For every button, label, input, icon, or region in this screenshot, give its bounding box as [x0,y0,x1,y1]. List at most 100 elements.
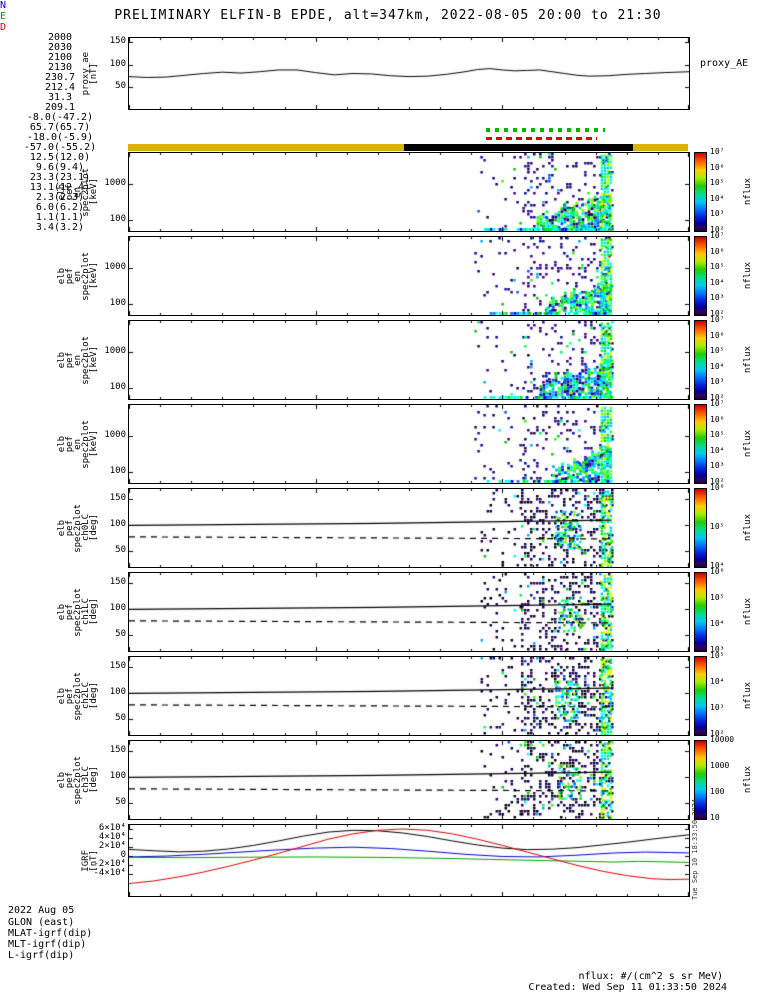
igrf-ytick-label: 4×10⁴ [98,832,126,842]
colorbar [694,320,707,400]
colorbar-tick-label: 10000 [710,735,735,744]
ephemeris-value: 23.3(23.1) [29,172,91,183]
footer-row-label-mlt: MLT-igrf(dip) [8,939,87,950]
colorbar-tick-label: 10⁵ [710,593,725,602]
panel-en2 [128,320,690,400]
ytick-label-en3: 100 [109,466,126,476]
footer-date: 2022 Aug 05 [8,905,75,916]
status-bar [128,144,690,151]
colorbar-tick-label: 10² [710,309,725,318]
panel-ch0LC-canvas [129,489,689,567]
panel-en3-canvas [129,405,689,483]
ephemeris-value: 31.3 [47,92,73,103]
ephemeris-value: 3.4(3.2) [35,222,85,233]
colorbar-tick-label: 10⁷ [710,399,725,408]
panel-ch0LC [128,488,690,568]
panel-ch2LC [128,656,690,736]
colorbar-tick-label: 10³ [710,461,725,470]
footer-row-label-glon: GLON (east) [8,917,75,928]
colorbar-tick-label: 10⁷ [710,147,725,156]
colorbar-tick-label: 10⁶ [710,483,725,492]
ytick-label-en0: 1000 [104,178,126,188]
ytick-label-en1: 1000 [104,262,126,272]
ytick-label-ch1LC: 100 [109,603,126,613]
ytick-label-ch3LC: 50 [115,797,126,807]
colorbar-unit: nflux [740,320,753,400]
colorbar-tick-label: 10² [710,729,725,738]
proxy-ae-ytick-label: 150 [109,36,126,46]
plot-title: PRELIMINARY ELFIN-B EPDE, alt=347km, 202… [114,8,662,23]
colorbar-unit-text: nflux [743,346,753,374]
science-zone-green-dotted [485,128,606,132]
ephemeris-value: 212.4 [44,82,76,93]
ytick-label-en2: 1000 [104,346,126,356]
panel-proxy-ae-canvas [129,38,689,109]
colorbar-tick-label: 10⁴ [710,194,725,203]
ytick-label-en0: 100 [109,214,126,224]
igrf-ytick-label: -2×10⁴ [93,859,126,869]
colorbar-tick-label: 10⁴ [710,278,725,287]
ephemeris-value: 13.1(12.4) [29,182,91,193]
ytick-label-ch1LC: 150 [109,577,126,587]
ephemeris-value: 6.0(6.2) [35,202,85,213]
colorbar-tick-label: 10⁷ [710,231,725,240]
colorbar-unit: nflux [740,488,753,568]
colorbar-unit-text: nflux [743,178,753,206]
colorbar [694,656,707,736]
ytick-label-ch0LC: 100 [109,519,126,529]
colorbar-tick-label: 10⁵ [710,178,725,187]
panel-en2-canvas [129,321,689,399]
proxy-ae-ytick-label: 100 [109,59,126,69]
colorbar-tick-label: 10⁵ [710,430,725,439]
colorbar-tick-label: 10⁴ [710,362,725,371]
panel-ch1LC-canvas [129,573,689,651]
colorbar-tick-label: 10⁶ [710,415,725,424]
ephemeris-value: 1.1(1.1) [35,212,85,223]
ephemeris-value: 65.7(65.7) [29,122,91,133]
colorbar-tick-label: 10³ [710,645,725,654]
panel-ch3LC-canvas [129,741,689,819]
colorbar-unit: nflux [740,152,753,232]
panel-en1 [128,236,690,316]
proxy-ae-axis-label: proxy_ae [nT] [56,37,99,110]
panel-en3 [128,404,690,484]
ytick-label-ch2LC: 50 [115,713,126,723]
ytick-label-en2: 100 [109,382,126,392]
colorbar-unit: nflux [740,572,753,652]
panel-ch2LC-canvas [129,657,689,735]
colorbar-unit-text: nflux [743,682,753,710]
colorbar-tick-label: 10⁵ [710,346,725,355]
igrf-component-label: D [0,22,7,33]
colorbar-tick-label: 10⁴ [710,677,725,686]
colorbar-tick-label: 10⁶ [710,163,725,172]
igrf-component-label: N [0,0,7,11]
colorbar-tick-label: 10² [710,393,725,402]
footer-row-label-mlat: MLAT-igrf(dip) [8,928,93,939]
ytick-label-ch1LC: 50 [115,629,126,639]
colorbar-unit: nflux [740,404,753,484]
colorbar [694,236,707,316]
colorbar-tick-label: 10⁶ [710,247,725,256]
x-tick-label: 2130 [47,62,73,73]
x-tick-label: 2000 [47,32,73,43]
proxy-ae-ytick-label: 50 [115,81,126,91]
colorbar-unit-text: nflux [743,262,753,290]
colorbar-tick-label: 10⁵ [710,262,725,271]
colorbar-tick-label: 10⁵ [710,651,725,660]
panel-en1-canvas [129,237,689,315]
ytick-label-ch0LC: 150 [109,493,126,503]
ytick-label-ch3LC: 100 [109,771,126,781]
colorbar-tick-label: 10⁶ [710,331,725,340]
colorbar-unit: nflux [740,656,753,736]
ytick-label-en3: 1000 [104,430,126,440]
status-bar-segment [128,144,405,151]
footer-row-label-l: L-igrf(dip) [8,950,75,961]
panel-igrf [128,824,690,897]
colorbar-tick-label: 10³ [710,377,725,386]
colorbar-tick-label: 10⁴ [710,446,725,455]
colorbar-tick-label: 10³ [710,703,725,712]
proxy-ae-right-label: proxy_AE [700,58,749,69]
colorbar-tick-label: 10² [710,225,725,234]
igrf-ytick-label: 6×10⁴ [98,823,126,833]
